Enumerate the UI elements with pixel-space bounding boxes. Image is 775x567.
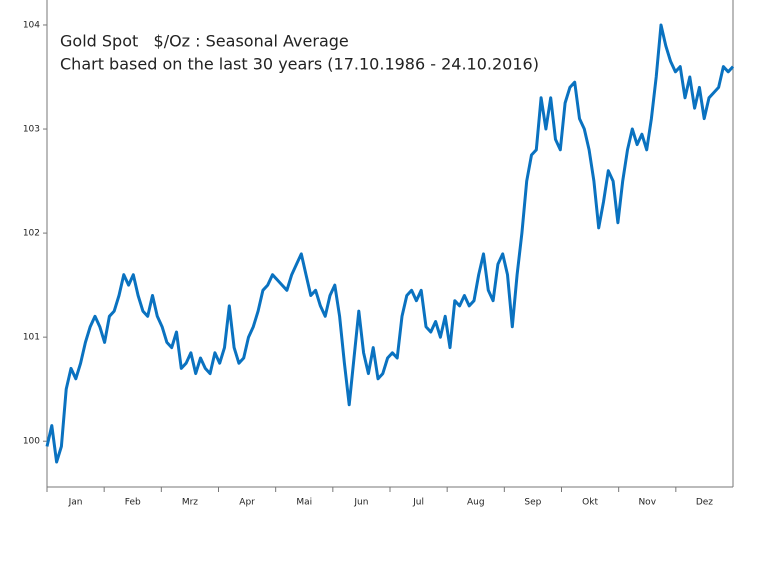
x-tick-label: Aug bbox=[467, 498, 485, 508]
x-tick-label: Jan bbox=[68, 498, 83, 508]
x-tick-label: Mrz bbox=[182, 498, 198, 508]
x-tick-label: Mai bbox=[296, 498, 312, 508]
x-tick-label: Jul bbox=[412, 498, 424, 508]
x-tick-label: Dez bbox=[696, 498, 713, 508]
y-tick-label: 104 bbox=[23, 20, 40, 30]
y-tick-label: 102 bbox=[23, 229, 40, 239]
y-tick-label: 103 bbox=[23, 125, 40, 135]
y-tick-label: 100 bbox=[23, 437, 40, 447]
chart-subtitle: Chart based on the last 30 years (17.10.… bbox=[60, 55, 539, 74]
x-tick-label: Nov bbox=[638, 498, 656, 508]
x-tick-label: Apr bbox=[239, 498, 255, 508]
chart-title: Gold Spot $/Oz : Seasonal Average bbox=[60, 32, 349, 51]
x-tick-label: Feb bbox=[125, 498, 141, 508]
x-tick-label: Sep bbox=[524, 498, 541, 508]
price-line bbox=[45, 23, 735, 464]
y-tick-label: 101 bbox=[23, 333, 40, 343]
x-tick-label: Okt bbox=[582, 498, 598, 508]
x-tick-label: Jun bbox=[353, 498, 368, 508]
